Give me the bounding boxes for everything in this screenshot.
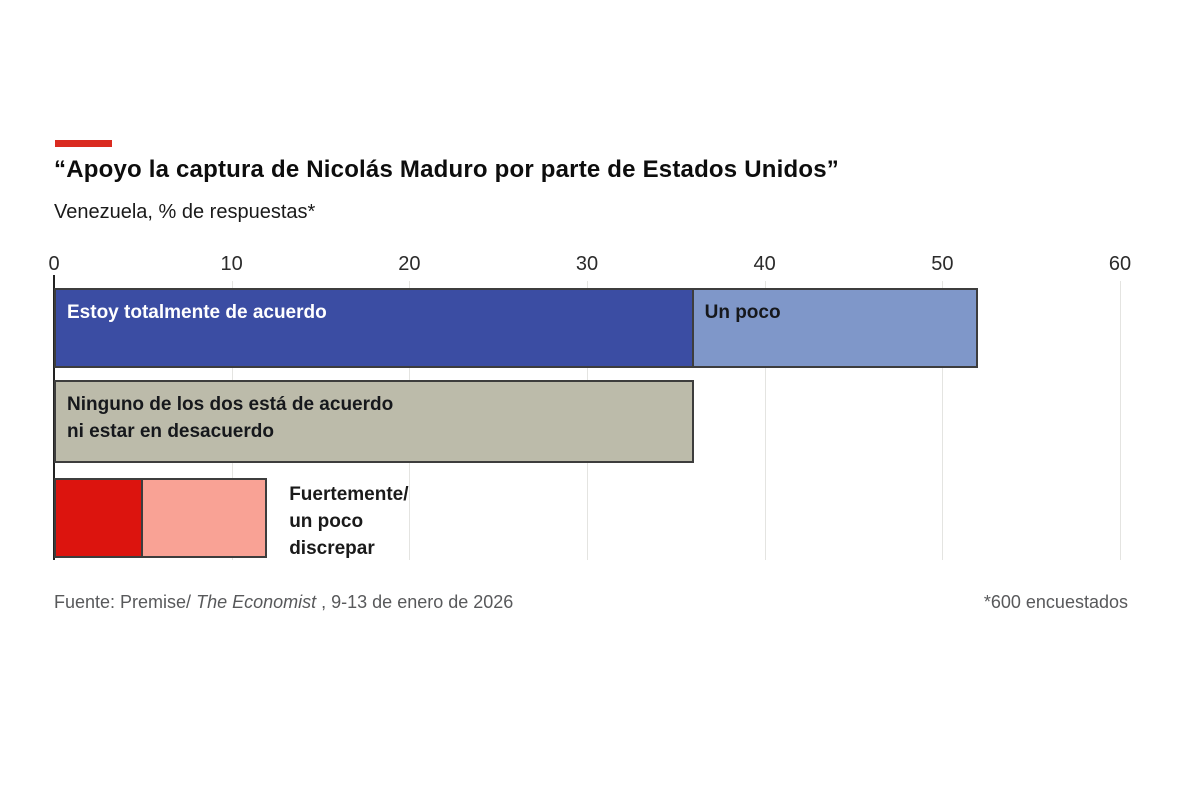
x-tick-label: 40 [753,253,776,275]
x-tick-label: 20 [398,253,421,275]
x-tick-label: 10 [220,253,243,275]
accent-bar [55,140,112,147]
bar-segment [54,478,143,558]
source-note: Fuente: Premise/ The Economist , 9-13 de… [54,592,513,613]
bar-row-de-acuerdo: Estoy totalmente de acuerdo Un poco [54,288,978,368]
bar-segment-label: Ninguno de los dos está de acuerdo ni es… [67,394,394,442]
chart-title: “Apoyo la captura de Nicolás Maduro por … [54,156,839,183]
sample-size-note: *600 encuestados [983,592,1128,612]
bar-segment: Ninguno de los dos está de acuerdo ni es… [54,380,694,463]
source-suffix: , 9-13 de enero de 2026 [316,592,514,612]
chart-block: “Apoyo la captura de Nicolás Maduro por … [48,140,1132,630]
plot-area: 0 10 20 30 40 50 60 Estoy totalmente de acuerdo… [48,253,1132,560]
gridline [1120,281,1121,560]
bar-segment: Un poco [691,288,978,368]
bar-outside-label: Fuertemente/ un poco discrepar [289,484,409,559]
bar-segment-label: Un poco [704,302,781,323]
x-tick-label: 60 [1108,253,1132,275]
source-publication: The Economist [196,592,317,612]
gridline [764,281,766,560]
chart-footer: Fuente: Premise/ The Economist , 9-13 de… [54,592,1128,613]
gridline [942,281,944,560]
x-tick-label: 30 [575,253,599,275]
bar-row-neutral: Ninguno de los dos está de acuerdo ni es… [54,380,694,463]
bar-segment [140,478,268,558]
x-tick-label: 0 [48,253,60,275]
source-prefix: Fuente: Premise/ [54,592,192,612]
bar-row-en-desacuerdo [54,478,268,558]
bar-segment-label: Estoy totalmente de acuerdo [67,302,327,323]
chart-subtitle: Venezuela, % de respuestas* [54,201,316,223]
x-tick-label: 50 [931,253,954,275]
bar-segment: Estoy totalmente de acuerdo [54,288,694,368]
